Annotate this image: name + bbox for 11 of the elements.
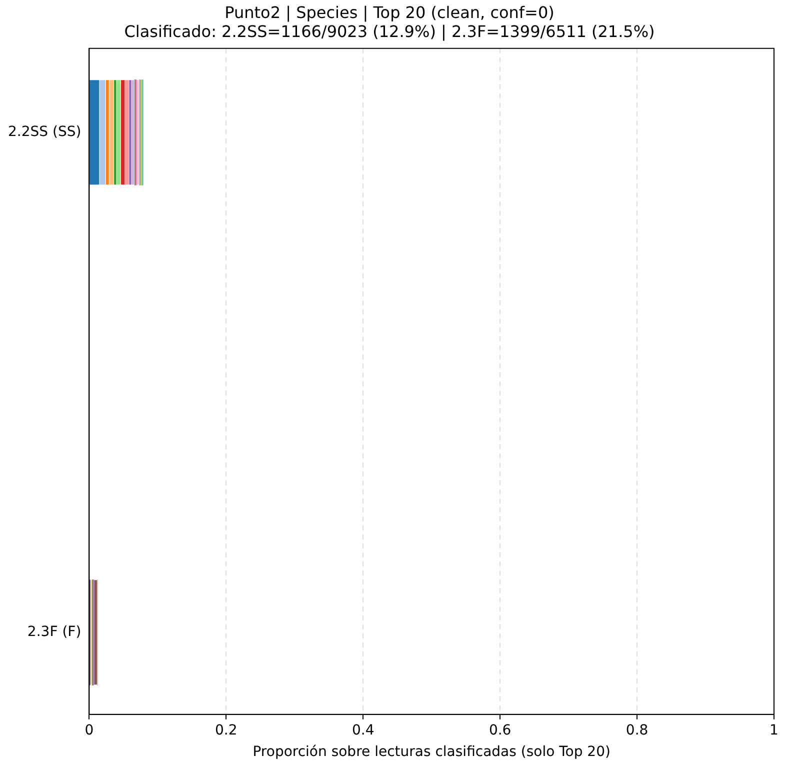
x-tick-label: 0.4 <box>352 722 374 738</box>
x-tick-label: 0.8 <box>626 722 648 738</box>
x-axis-title: Proporción sobre lecturas clasificadas (solo Top 20) <box>252 744 610 760</box>
chart-title: Punto2 | Species | Top 20 (clean, conf=0) <box>224 2 554 22</box>
y-tick-label: 2.2SS (SS) <box>8 124 82 140</box>
x-tick-label: 1 <box>770 722 778 738</box>
x-tick-label: 0.2 <box>215 722 238 738</box>
chart-subtitle: Clasificado: 2.2SS=1166/9023 (12.9%) | 2.3F=1399/6511 (21.5%) <box>124 22 655 41</box>
x-tick-label: 0 <box>84 722 94 738</box>
x-tick-label: 0.6 <box>488 722 512 738</box>
y-tick-label: 2.3F (F) <box>27 624 82 640</box>
